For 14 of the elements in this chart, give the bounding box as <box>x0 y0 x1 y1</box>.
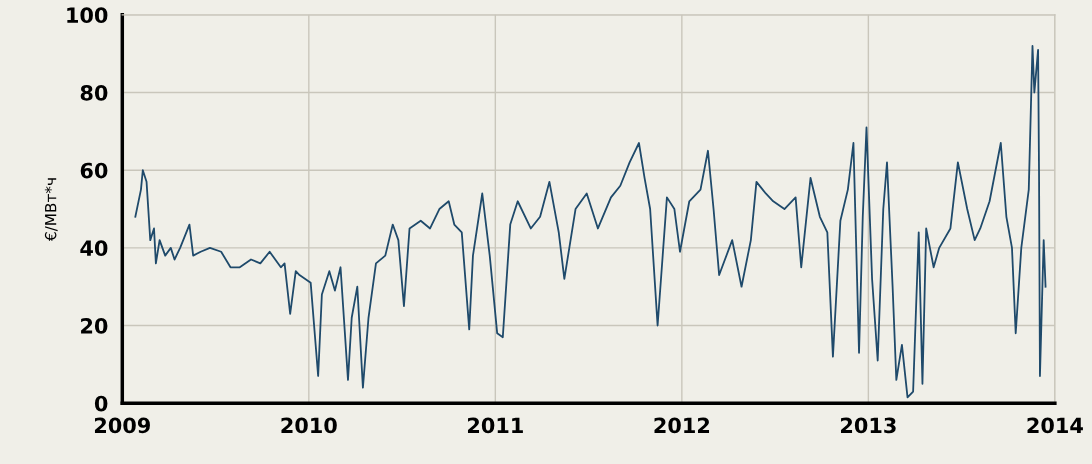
y-tick-label: 0 <box>94 395 108 412</box>
x-tick-label: 2009 <box>94 417 150 434</box>
y-axis-title: €/МВт*ч <box>44 178 58 242</box>
y-tick-label: 20 <box>81 318 108 334</box>
x-tick-label: 2013 <box>841 417 896 434</box>
y-tick-label: 60 <box>80 162 108 179</box>
y-tick-label: 80 <box>80 84 108 101</box>
x-tick-label: 2011 <box>467 417 523 434</box>
x-tick-label: 2012 <box>654 417 710 434</box>
line-series <box>134 45 1047 399</box>
y-tick-label: 100 <box>67 7 108 24</box>
x-tick-label: 2014 <box>1027 417 1083 434</box>
x-tick-label: 2010 <box>281 417 337 434</box>
y-tick-label: 40 <box>80 240 108 257</box>
